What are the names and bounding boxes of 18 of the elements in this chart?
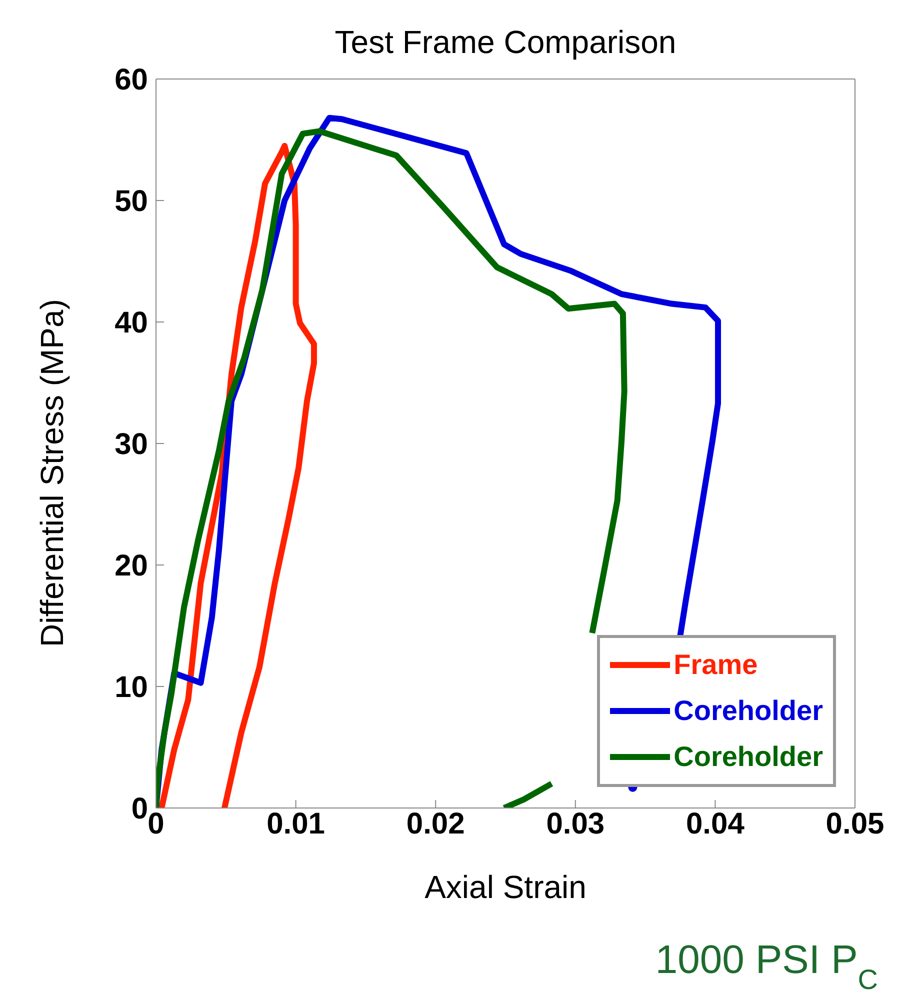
- y-axis-title: Differential Stress (MPa): [34, 299, 70, 647]
- y-tick-label: 20: [114, 550, 148, 583]
- legend-label: Frame: [674, 649, 758, 681]
- legend-label: Coreholder: [674, 741, 823, 773]
- x-tick-label: 0.03: [546, 807, 605, 840]
- x-tick-label: 0.04: [686, 807, 745, 840]
- x-tick-label: 0.05: [826, 807, 884, 840]
- y-tick-label: 50: [114, 185, 148, 218]
- y-tick-label: 60: [114, 64, 148, 97]
- y-tick-label: 40: [114, 306, 148, 340]
- x-tick-label: 0.01: [266, 807, 325, 840]
- chart-title: Test Frame Comparison: [334, 24, 676, 60]
- x-tick-label: 0.02: [406, 807, 465, 840]
- x-axis-title: Axial Strain: [424, 869, 586, 905]
- legend-label: Coreholder: [674, 695, 823, 727]
- y-tick-label: 10: [114, 671, 148, 704]
- y-tick-label: 30: [114, 428, 148, 462]
- text: 1000 PSI P$_{C}$: [655, 938, 878, 994]
